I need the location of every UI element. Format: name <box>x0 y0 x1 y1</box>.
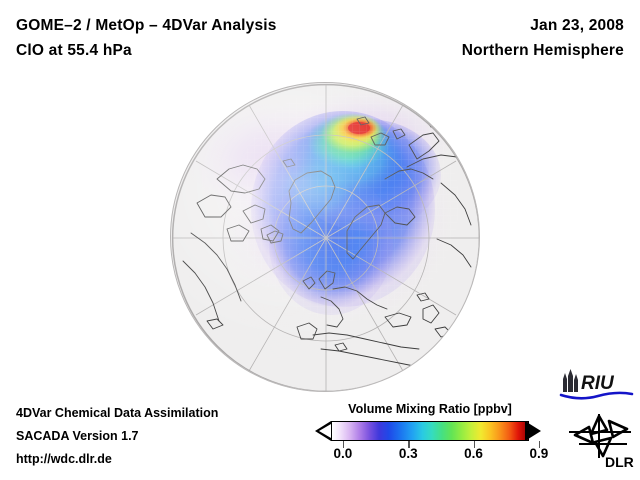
colorbar-tick <box>538 441 541 448</box>
colorbar-tick <box>342 441 345 448</box>
footer-line-url[interactable]: http://wdc.dlr.de <box>16 452 112 466</box>
globe-contents <box>172 84 479 391</box>
footer-line-assimilation: 4DVar Chemical Data Assimilation <box>16 406 219 420</box>
colorbar-gradient <box>331 421 529 441</box>
riu-wordmark: RIU <box>581 373 615 394</box>
colorbar-tick-labels: 0.0 0.3 0.6 0.9 <box>331 446 548 464</box>
colorbar-tick-label: 0.9 <box>529 446 549 461</box>
page-title: GOME–2 / MetOp – 4DVar Analysis <box>16 17 277 34</box>
page-subtitle: ClO at 55.4 hPa <box>16 42 132 59</box>
header-right: Jan 23, 2008 Northern Hemisphere <box>462 13 624 63</box>
dlr-wordmark: DLR <box>605 454 634 470</box>
dlr-logo[interactable]: DLR <box>565 412 637 470</box>
footer-left: 4DVar Chemical Data Assimilation SACADA … <box>16 402 218 471</box>
footer-line-version: SACADA Version 1.7 <box>16 429 139 443</box>
date-label: Jan 23, 2008 <box>530 17 624 34</box>
colorbar-tick <box>408 441 410 448</box>
dlr-pinwheel-icon <box>569 414 631 458</box>
colorbar-over-arrow-icon <box>525 421 541 441</box>
globe-map <box>170 82 480 392</box>
colorbar-title: Volume Mixing Ratio [ppbv] <box>348 402 512 416</box>
globe-svg <box>171 83 479 391</box>
colorbar-ticks <box>331 441 541 448</box>
colorbar-tick <box>473 441 476 448</box>
hemisphere-label: Northern Hemisphere <box>461 42 624 59</box>
colorbar: Volume Mixing Ratio [ppbv] 0.0 0.3 0.6 0.9 <box>312 402 548 464</box>
colorbar-tick-label: 0.6 <box>464 446 483 461</box>
header-left: GOME–2 / MetOp – 4DVar Analysis ClO at 5… <box>16 13 277 63</box>
colorbar-gradient-wrap <box>312 421 544 448</box>
riu-wave-icon <box>559 391 634 400</box>
globe-disc <box>170 82 480 392</box>
riu-logo[interactable]: RIU <box>558 368 634 400</box>
colorbar-under-arrow-fill <box>319 423 331 438</box>
colorbar-tick-label: 0.0 <box>333 446 353 461</box>
riu-tower-icon <box>563 369 578 392</box>
colorbar-tick-label: 0.3 <box>398 446 418 461</box>
